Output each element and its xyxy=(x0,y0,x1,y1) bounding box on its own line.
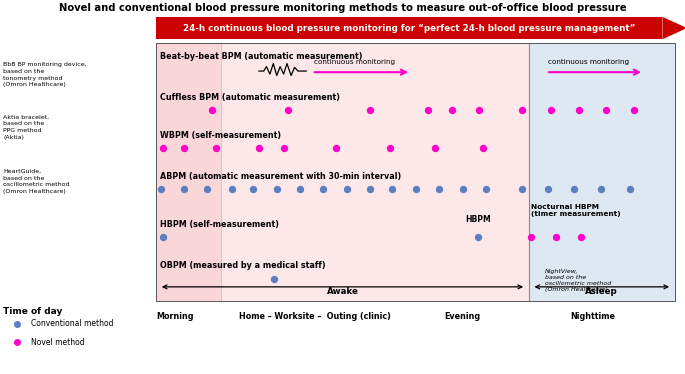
Text: Beat-by-beat BPM (automatic measurement): Beat-by-beat BPM (automatic measurement) xyxy=(160,52,363,61)
Text: Home – Worksite –  Outing (clinic): Home – Worksite – Outing (clinic) xyxy=(239,312,391,321)
Point xyxy=(178,186,189,192)
Point xyxy=(178,145,189,151)
Point xyxy=(481,186,492,192)
Text: Novel and conventional blood pressure monitoring methods to measure out-of-offic: Novel and conventional blood pressure mo… xyxy=(59,3,626,13)
Point xyxy=(625,186,636,192)
Bar xyxy=(156,17,662,39)
Text: OBPM (measured by a medical staff): OBPM (measured by a medical staff) xyxy=(160,261,326,270)
Text: Novel method: Novel method xyxy=(31,338,84,347)
Point xyxy=(364,107,375,113)
Text: NightView,
based on the
oscillometric method
(Omron Healthcare): NightView, based on the oscillometric me… xyxy=(545,269,611,292)
Point xyxy=(158,145,169,151)
Point xyxy=(282,107,293,113)
Point xyxy=(253,145,264,151)
Text: ABPM (automatic measurement with 30-min interval): ABPM (automatic measurement with 30-min … xyxy=(160,172,401,181)
Point xyxy=(364,186,375,192)
Point xyxy=(207,107,218,113)
Text: Aktia bracelet,
based on the
PPG method
(Aktia): Aktia bracelet, based on the PPG method … xyxy=(3,115,49,140)
Text: continuous monitoring: continuous monitoring xyxy=(548,59,629,65)
Text: Cuffless BPM (automatic measurement): Cuffless BPM (automatic measurement) xyxy=(160,93,340,102)
Point xyxy=(12,321,23,327)
Point xyxy=(318,186,329,192)
Point xyxy=(295,186,306,192)
Point xyxy=(551,234,562,240)
Point xyxy=(525,234,536,240)
Point xyxy=(601,107,612,113)
Point xyxy=(458,186,469,192)
Point xyxy=(386,186,397,192)
Point xyxy=(210,145,221,151)
Point xyxy=(516,186,527,192)
Text: WBPM (self-measurement): WBPM (self-measurement) xyxy=(160,131,282,140)
Point xyxy=(429,145,440,151)
Text: Morning: Morning xyxy=(156,312,193,321)
Text: HBPM: HBPM xyxy=(465,215,491,224)
Point xyxy=(546,107,557,113)
Point xyxy=(158,234,169,240)
Point xyxy=(411,186,422,192)
Text: BbB BP monitoring device,
based on the
tonometry method
(Omron Healthcare): BbB BP monitoring device, based on the t… xyxy=(3,62,87,87)
Bar xyxy=(156,43,675,301)
Point xyxy=(423,107,434,113)
Text: Nocturnal HBPM
(timer measurement): Nocturnal HBPM (timer measurement) xyxy=(531,204,621,217)
Point xyxy=(279,145,290,151)
Point xyxy=(569,186,580,192)
Text: HeartGuide,
based on the
oscillometric method
(Omron Healthcare): HeartGuide, based on the oscillometric m… xyxy=(3,169,70,194)
Polygon shape xyxy=(662,17,685,39)
Point xyxy=(341,186,352,192)
Point xyxy=(477,145,488,151)
Text: Awake: Awake xyxy=(327,287,358,296)
Point xyxy=(628,107,639,113)
Text: Conventional method: Conventional method xyxy=(31,319,113,328)
Text: continuous monitoring: continuous monitoring xyxy=(314,59,395,65)
Point xyxy=(248,186,259,192)
Point xyxy=(12,339,23,345)
Text: HBPM (self-measurement): HBPM (self-measurement) xyxy=(160,220,279,229)
Point xyxy=(543,186,553,192)
Point xyxy=(473,234,484,240)
Point xyxy=(447,107,458,113)
Point xyxy=(434,186,445,192)
Point xyxy=(201,186,212,192)
Point xyxy=(516,107,527,113)
Point xyxy=(573,107,584,113)
Point xyxy=(155,186,166,192)
Point xyxy=(385,145,396,151)
Point xyxy=(575,234,586,240)
Point xyxy=(330,145,341,151)
Text: Asleep: Asleep xyxy=(586,287,618,296)
Text: Nighttime: Nighttime xyxy=(570,312,615,321)
Text: 24-h continuous blood pressure monitoring for “perfect 24-h blood pressure manag: 24-h continuous blood pressure monitorin… xyxy=(183,24,636,33)
Text: Evening: Evening xyxy=(445,312,480,321)
Point xyxy=(272,186,283,192)
Bar xyxy=(529,43,675,301)
Point xyxy=(226,186,237,192)
Point xyxy=(269,276,279,282)
Text: Time of day: Time of day xyxy=(3,307,63,316)
Bar xyxy=(221,43,529,301)
Point xyxy=(596,186,607,192)
Point xyxy=(474,107,485,113)
Bar xyxy=(156,43,221,301)
